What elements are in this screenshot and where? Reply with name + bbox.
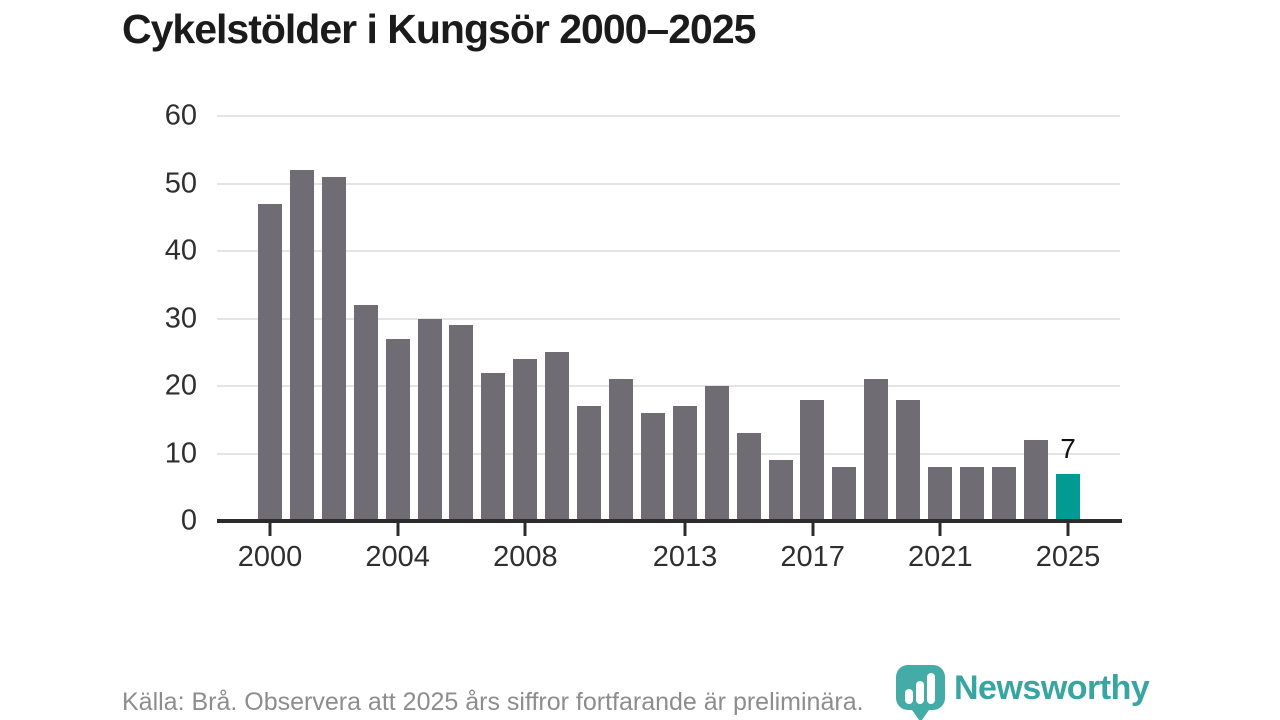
bar-2002 — [321, 176, 346, 521]
bar-2003 — [353, 305, 378, 521]
bar-2018 — [832, 467, 857, 521]
gridline-y-60 — [217, 115, 1120, 117]
x-tick-2025 — [1066, 523, 1070, 536]
bar-2006 — [449, 325, 474, 521]
y-axis-label-0: 0 — [180, 504, 197, 537]
y-axis-label-20: 20 — [164, 369, 197, 402]
gridline-y-50 — [217, 182, 1120, 185]
bar-2012 — [640, 413, 665, 521]
bar-2015 — [736, 433, 761, 521]
x-axis-label-2013: 2013 — [652, 541, 718, 573]
x-axis-label-2025: 2025 — [1035, 541, 1101, 573]
bar-2010 — [577, 406, 602, 521]
x-tick-2013 — [683, 523, 687, 536]
bar-2013 — [672, 406, 697, 521]
x-tick-2008 — [523, 523, 527, 536]
y-axis-label-40: 40 — [164, 234, 197, 267]
x-axis-label-2021: 2021 — [908, 541, 973, 573]
bar-2021 — [928, 467, 953, 521]
bar-2017 — [800, 399, 825, 521]
newsworthy-bar-chart-pin-icon — [896, 665, 945, 720]
bar-2005 — [417, 318, 442, 521]
x-axis-label-2008: 2008 — [493, 541, 558, 573]
bar-2025 — [1055, 473, 1080, 521]
y-axis-label-10: 10 — [164, 437, 197, 469]
x-axis-label-2017: 2017 — [780, 541, 845, 573]
bar-2001 — [289, 170, 314, 521]
y-axis-label-50: 50 — [164, 167, 197, 199]
chart-title: Cykelstölder i Kungsör 2000–2025 — [122, 6, 756, 52]
newsworthy-logo-text: Newsworthy — [954, 669, 1150, 707]
x-axis-line — [217, 519, 1122, 523]
source-note: Källa: Brå. Observera att 2025 års siffr… — [122, 688, 864, 716]
gridline-y-40 — [217, 250, 1120, 252]
bar-2023 — [991, 467, 1016, 521]
x-tick-2021 — [938, 523, 942, 536]
bar-2011 — [608, 379, 633, 521]
bar-2000 — [258, 203, 282, 521]
bar-2014 — [704, 386, 729, 521]
y-axis-label-60: 60 — [164, 99, 197, 132]
x-axis-label-2000: 2000 — [237, 541, 303, 573]
x-tick-2000 — [268, 523, 272, 536]
bars-container — [258, 116, 1080, 521]
y-axis-label-30: 30 — [164, 302, 197, 334]
x-axis-label-2004: 2004 — [365, 541, 430, 573]
gridline-y-10 — [217, 452, 1120, 455]
bar-2016 — [768, 460, 793, 521]
bar-2019 — [864, 379, 889, 521]
x-tick-2017 — [811, 523, 815, 536]
bar-2004 — [385, 338, 410, 521]
gridline-y-30 — [217, 317, 1120, 320]
gridline-y-20 — [217, 385, 1120, 387]
bar-2009 — [545, 352, 570, 521]
newsworthy-logo: Newsworthy — [896, 662, 1150, 720]
bar-value-annotation-2025: 7 — [1060, 432, 1076, 464]
x-tick-2004 — [396, 523, 400, 536]
bar-2007 — [481, 372, 506, 521]
bar-2022 — [959, 467, 984, 521]
bar-2020 — [896, 399, 921, 521]
bar-2024 — [1023, 440, 1048, 521]
bar-2008 — [513, 359, 538, 521]
